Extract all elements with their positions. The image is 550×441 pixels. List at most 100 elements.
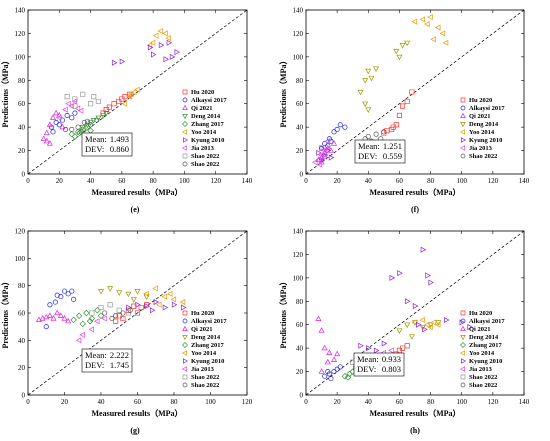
data-point — [396, 54, 403, 61]
legend-label: Alkaysi 2017 — [191, 318, 227, 325]
legend-marker — [459, 366, 465, 372]
data-point — [169, 53, 176, 60]
data-point — [149, 307, 156, 314]
y-axis-title: Predictions（MPa） — [278, 57, 288, 128]
data-point — [404, 98, 410, 104]
data-point — [69, 126, 75, 133]
legend-label: Yoo 2014 — [191, 129, 217, 136]
data-point — [331, 129, 337, 135]
chart-panel-3: 0 20 40 60 80 100 120 0 20 40 60 80 100 120 Measured r… — [0, 228, 253, 436]
dev-label: DEV: — [358, 151, 377, 161]
data-point — [325, 147, 332, 154]
stats-frame — [354, 139, 406, 164]
series-6 — [411, 317, 441, 331]
legend-label: Jia 2013 — [191, 366, 215, 373]
data-point — [315, 156, 321, 163]
legend-label: Jia 2013 — [469, 145, 493, 152]
data-point — [318, 152, 324, 159]
legend-marker — [182, 97, 188, 103]
y-tick-label: 120 — [15, 30, 26, 38]
legend-marker — [182, 161, 188, 167]
data-point — [75, 312, 83, 319]
data-point — [181, 304, 187, 311]
data-point — [79, 320, 86, 328]
stats-box: Mean: 0.933 DEV: 0.803 — [353, 352, 405, 377]
legend-label: Qi 2021 — [469, 326, 491, 333]
legend-marker — [182, 335, 188, 341]
data-point — [425, 272, 431, 279]
data-point — [138, 304, 144, 311]
data-point — [75, 124, 81, 130]
data-point — [324, 138, 330, 145]
data-point — [331, 369, 337, 375]
x-tick-label: 100 — [205, 398, 216, 406]
data-point — [61, 288, 68, 294]
data-point — [328, 376, 334, 382]
x-tick-label: 0 — [26, 398, 30, 406]
data-point — [80, 91, 86, 97]
data-point — [362, 78, 369, 84]
series-9 — [89, 302, 131, 316]
dev-value: 0.559 — [383, 151, 402, 161]
data-point — [151, 51, 157, 58]
data-point — [59, 123, 66, 130]
y-tick-label: 100 — [293, 53, 304, 61]
y-tick-label: 20 — [18, 147, 26, 155]
legend-label: Alkaysi 2017 — [191, 97, 227, 104]
x-axis-title: Measured results（MPa） — [91, 408, 182, 418]
data-point — [373, 66, 380, 72]
legend-marker — [182, 89, 188, 95]
data-point — [134, 289, 141, 295]
legend-marker — [182, 382, 188, 388]
legend-marker — [181, 366, 187, 372]
legend-label: Yoo 2014 — [469, 129, 495, 136]
data-point — [161, 293, 167, 300]
data-point — [125, 291, 132, 298]
x-axis-title: Measured results（MPa） — [369, 187, 460, 197]
data-point — [61, 315, 68, 321]
data-point — [54, 292, 60, 298]
plot-frame — [27, 9, 248, 175]
data-point — [97, 312, 105, 319]
y-tick-label: 20 — [296, 368, 304, 376]
data-point — [69, 288, 75, 294]
legend-marker — [460, 153, 466, 159]
data-point — [404, 40, 411, 47]
data-point — [72, 103, 78, 109]
data-point — [113, 318, 119, 324]
chart-panel-2: 0 20 40 60 80 100 120 140 0 20 40 60 80 100 120 140 Meas… — [278, 7, 530, 215]
x-tick-label: 20 — [56, 177, 64, 185]
data-point — [69, 115, 75, 121]
legend-label: Yoo 2014 — [191, 350, 217, 357]
data-point — [311, 159, 318, 166]
y-tick-label: 0 — [22, 392, 26, 400]
data-point — [103, 110, 110, 117]
data-point — [116, 307, 122, 313]
data-point — [344, 374, 352, 381]
legend-label: Jia 2013 — [469, 366, 493, 373]
x-tick-label: 40 — [365, 177, 373, 185]
data-point — [434, 24, 441, 31]
legend-label: Shao 2022 — [469, 382, 497, 389]
legend-marker — [460, 335, 466, 341]
x-tick-label: 40 — [98, 398, 106, 406]
data-point — [35, 316, 42, 322]
data-point — [420, 246, 427, 253]
legend-label: Shao 2022 — [469, 153, 497, 160]
legend-label: Shao 2022 — [191, 374, 219, 381]
data-point — [53, 109, 60, 116]
panel-label: (g) — [130, 426, 140, 435]
data-point — [101, 315, 107, 322]
data-point — [162, 30, 168, 37]
x-tick-label: 20 — [334, 177, 342, 185]
data-point — [384, 128, 390, 134]
x-tick-label: 140 — [519, 177, 530, 185]
data-point — [113, 313, 119, 319]
legend-marker — [459, 129, 465, 135]
y-tick-label: 140 — [15, 7, 26, 15]
series-6 — [121, 28, 171, 107]
data-point — [326, 349, 333, 355]
x-tick-label: 120 — [210, 177, 221, 185]
data-point — [65, 317, 72, 324]
